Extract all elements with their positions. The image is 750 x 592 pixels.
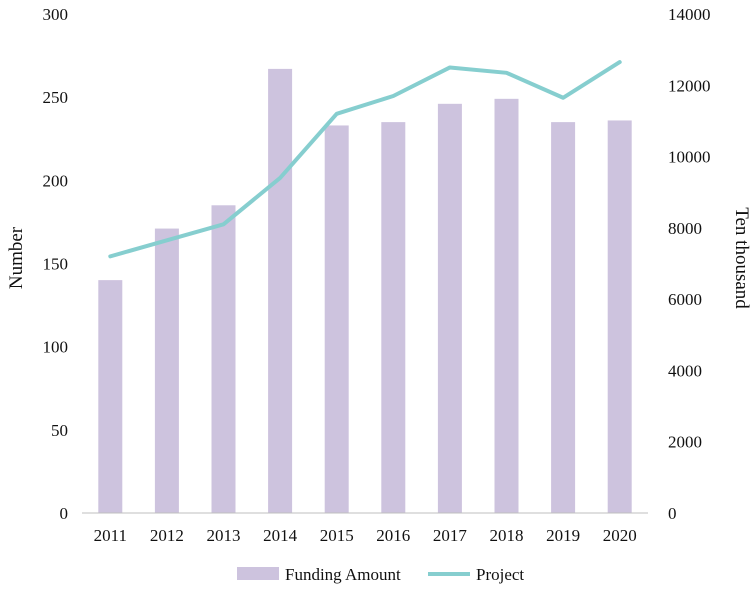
left-tick-label: 150 xyxy=(43,255,69,274)
left-tick-label: 200 xyxy=(43,171,69,190)
project-line xyxy=(108,60,622,259)
x-tick-label: 2017 xyxy=(433,526,468,545)
right-tick-label: 4000 xyxy=(668,361,702,380)
right-tick-label: 14000 xyxy=(668,5,711,24)
bar-2013 xyxy=(211,205,236,514)
x-tick-label: 2016 xyxy=(376,526,410,545)
left-axis-title: Number xyxy=(6,226,27,289)
right-axis-title: Ten thousand xyxy=(731,207,750,309)
left-tick-label: 100 xyxy=(43,338,69,357)
right-tick-label: 6000 xyxy=(668,290,702,309)
bar-2018 xyxy=(494,98,519,513)
x-tick-label: 2015 xyxy=(320,526,354,545)
bar-2017 xyxy=(437,103,462,513)
legend-swatch-funding-amount xyxy=(237,567,279,580)
left-tick-label: 0 xyxy=(60,504,69,523)
bar-2019 xyxy=(551,122,576,513)
funding-amount-bars xyxy=(98,68,632,514)
legend: Funding Amount Project xyxy=(237,565,524,584)
right-tick-label: 2000 xyxy=(668,433,702,452)
right-axis-ticks: 0 2000 4000 6000 8000 10000 12000 14000 xyxy=(668,5,711,523)
x-tick-label: 2013 xyxy=(207,526,241,545)
bar-2014 xyxy=(268,68,293,513)
bar-2016 xyxy=(381,122,406,513)
x-tick-label: 2012 xyxy=(150,526,184,545)
left-tick-label: 50 xyxy=(51,421,68,440)
legend-label-project: Project xyxy=(476,565,524,584)
left-tick-label: 300 xyxy=(43,5,69,24)
left-tick-label: 250 xyxy=(43,88,69,107)
bar-2012 xyxy=(154,228,179,513)
x-tick-label: 2020 xyxy=(603,526,637,545)
right-tick-label: 8000 xyxy=(668,219,702,238)
x-tick-label: 2014 xyxy=(263,526,298,545)
bar-2011 xyxy=(98,280,123,513)
x-tick-label: 2019 xyxy=(546,526,580,545)
x-tick-label: 2018 xyxy=(490,526,524,545)
bar-2020 xyxy=(607,120,632,513)
right-tick-label: 10000 xyxy=(668,148,711,167)
legend-label-funding-amount: Funding Amount xyxy=(285,565,401,584)
right-tick-label: 12000 xyxy=(668,76,711,95)
x-axis-ticks: 2011 2012 2013 2014 2015 2016 2017 2018 2019 2020 xyxy=(94,526,637,545)
x-tick-label: 2011 xyxy=(94,526,127,545)
right-tick-label: 0 xyxy=(668,504,677,523)
left-axis-ticks: 0 50 100 150 200 250 300 xyxy=(43,5,69,523)
bar-2015 xyxy=(324,125,349,514)
